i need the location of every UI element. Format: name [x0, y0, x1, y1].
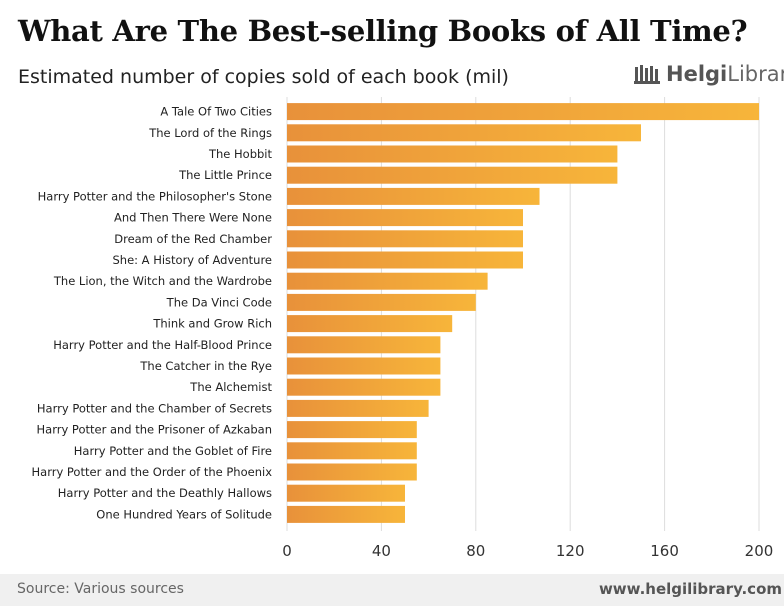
- logo-brand-bold: Helgi: [666, 62, 728, 86]
- bar: [287, 315, 453, 333]
- bar: [287, 505, 405, 523]
- category-label: Harry Potter and the Order of the Phoeni…: [32, 465, 273, 479]
- bar: [287, 103, 759, 121]
- bar: [287, 336, 441, 354]
- library-bars-icon: [634, 65, 660, 84]
- footer-bar: [0, 574, 784, 606]
- category-label: The Lion, the Witch and the Wardrobe: [53, 274, 272, 288]
- bar: [287, 272, 488, 290]
- logo-brand-light: Library: [727, 62, 784, 86]
- bar: [287, 166, 618, 184]
- x-tick-label: 120: [556, 542, 585, 560]
- category-label: Harry Potter and the Half-Blood Prince: [53, 338, 272, 352]
- category-label: Dream of the Red Chamber: [114, 232, 272, 246]
- bar: [287, 209, 523, 227]
- bar: [287, 484, 405, 502]
- category-label: And Then There Were None: [114, 211, 272, 225]
- x-tick-label: 80: [466, 542, 485, 560]
- x-tick-label: 0: [282, 542, 292, 560]
- x-tick-label: 40: [372, 542, 391, 560]
- category-label: The Alchemist: [189, 380, 272, 394]
- bar: [287, 463, 417, 481]
- category-label: The Lord of the Rings: [148, 126, 272, 140]
- category-label: The Da Vinci Code: [166, 295, 272, 309]
- bar: [287, 442, 417, 460]
- x-tick-label: 200: [745, 542, 774, 560]
- x-axis-ticks: 0 40 80 120 160 200: [282, 542, 773, 560]
- category-label: Harry Potter and the Deathly Hallows: [58, 486, 272, 500]
- category-label: The Hobbit: [208, 147, 273, 161]
- helgi-library-logo: HelgiLibrary: [634, 62, 784, 86]
- bar: [287, 187, 540, 205]
- bar: [287, 399, 429, 417]
- category-label: Harry Potter and the Philosopher's Stone: [38, 189, 272, 203]
- bar: [287, 145, 618, 163]
- x-tick-label: 160: [650, 542, 679, 560]
- category-label: She: A History of Adventure: [112, 253, 272, 267]
- category-labels: A Tale Of Two Cities The Lord of the Ring…: [32, 105, 273, 522]
- bar: [287, 378, 441, 396]
- category-label: The Catcher in the Rye: [139, 359, 272, 373]
- category-label: Harry Potter and the Prisoner of Azkaban: [37, 423, 272, 437]
- website-link[interactable]: www.helgilibrary.com: [598, 580, 782, 598]
- source-note: Source: Various sources: [17, 581, 184, 597]
- chart-title: What Are The Best-selling Books of All T…: [18, 14, 748, 48]
- bar: [287, 124, 641, 142]
- bar: [287, 251, 523, 269]
- bar: [287, 357, 441, 375]
- category-label: Think and Grow Rich: [152, 317, 272, 331]
- bar: [287, 230, 523, 248]
- bars: [287, 103, 759, 523]
- category-label: A Tale Of Two Cities: [160, 105, 272, 119]
- category-label: One Hundred Years of Solitude: [96, 507, 272, 521]
- bar: [287, 421, 417, 439]
- chart-subtitle: Estimated number of copies sold of each …: [18, 66, 509, 88]
- bar: [287, 293, 476, 311]
- category-label: The Little Prince: [178, 168, 272, 182]
- category-label: Harry Potter and the Goblet of Fire: [74, 444, 272, 458]
- category-label: Harry Potter and the Chamber of Secrets: [37, 401, 272, 415]
